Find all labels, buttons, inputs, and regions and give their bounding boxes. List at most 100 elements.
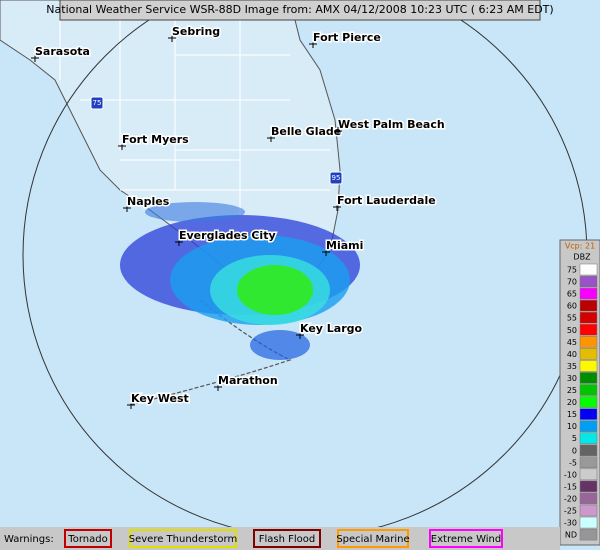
legend-swatch: [579, 432, 598, 444]
header-title: National Weather Service WSR-88D Image f…: [46, 3, 553, 16]
city-label: Fort Myers: [122, 133, 189, 146]
city-marker: [123, 204, 131, 212]
warning-box: [337, 529, 409, 548]
legend-swatch: [579, 516, 598, 529]
city-label: Fort Lauderdale: [337, 194, 436, 207]
warning-label: Severe Thunderstorm: [129, 534, 237, 545]
legend-label: ND: [565, 531, 577, 540]
legend-label: 40: [567, 350, 577, 359]
legend-label: -20: [564, 494, 577, 503]
legend-swatch: [579, 348, 598, 360]
legend-label: 20: [567, 398, 577, 407]
legend-swatch: [579, 324, 598, 336]
legend-label: 55: [567, 314, 577, 323]
legend-label: 10: [567, 422, 577, 431]
city-label: Naples: [127, 195, 170, 208]
legend-swatch: [579, 336, 598, 348]
city-label: Fort Pierce: [313, 31, 381, 44]
keys: [129, 299, 292, 406]
highway-shield: [90, 96, 104, 110]
legend-swatch: [579, 275, 598, 288]
radar-echoes: [120, 202, 360, 360]
legend-vcp: Vcp: 21: [565, 242, 595, 251]
legend-label: 50: [567, 326, 577, 335]
warning-box: [64, 529, 112, 548]
city-label: Key West: [131, 392, 189, 405]
legend-swatch: [579, 528, 598, 541]
legend-label: 70: [567, 278, 577, 287]
city-label: Sarasota: [35, 45, 90, 58]
warnings: Tornado Severe Thunderstorm Flash Flood Spe…: [64, 529, 503, 548]
legend-swatch: [579, 444, 598, 456]
city-marker: [118, 142, 126, 150]
legend-label: 65: [567, 290, 577, 299]
legend-label: 5: [572, 434, 577, 443]
legend-swatch: [579, 311, 598, 324]
city-marker: [322, 248, 330, 256]
legend-label: 0: [572, 446, 577, 455]
warning-label: Special Marine: [336, 534, 409, 545]
legend-swatch: [579, 360, 598, 372]
header-bar: [59, 0, 541, 21]
warning-box: [253, 529, 321, 548]
city-label: West Palm Beach: [338, 118, 445, 131]
legend-label: -15: [564, 482, 577, 491]
warning-label: Tornado: [67, 534, 107, 545]
legend-swatch: [579, 263, 598, 276]
highways: 75 95: [90, 96, 343, 185]
legend-label: 35: [567, 362, 577, 371]
city-marker: [31, 54, 39, 62]
city-marker: [267, 134, 275, 142]
legend-swatch: [579, 420, 598, 432]
highway-shield: [329, 171, 343, 185]
legend-swatch: [579, 468, 598, 481]
legend-label: 25: [567, 386, 577, 395]
cities: Sarasota Sebring Fort Pierce Belle GladeWes…: [31, 24, 446, 409]
legend-label: 45: [567, 338, 577, 347]
legend-label: 15: [567, 410, 577, 419]
city-label: Belle Glade: [271, 125, 341, 138]
city-marker: [168, 34, 176, 42]
legend-label: -5: [569, 458, 577, 467]
city-label: Sebring: [172, 25, 220, 38]
warnings-label: Warnings:: [4, 534, 54, 545]
city-marker: [309, 40, 317, 48]
city-marker: [127, 401, 135, 409]
city-label: Marathon: [218, 374, 278, 387]
legend-swatch: [579, 287, 598, 300]
legend: 757065605550454035302520151050-5-10-15-2…: [564, 263, 598, 541]
warning-label: Extreme Wind: [431, 534, 501, 545]
city-marker: [296, 331, 304, 339]
legend-label: -10: [564, 470, 577, 479]
legend-swatch: [579, 480, 598, 493]
city-label: Key Largo: [300, 322, 363, 335]
legend-label: 60: [567, 302, 577, 311]
legend-label: 30: [567, 374, 577, 383]
city-marker: [175, 238, 183, 246]
legend-swatch: [579, 408, 598, 420]
legend-unit: DBZ: [573, 253, 591, 262]
legend-swatch: [579, 492, 598, 505]
county-lines: [59, 0, 330, 215]
highway-label: 95: [332, 174, 341, 182]
warning-box: [129, 529, 237, 548]
legend-swatch: [579, 456, 598, 469]
city-marker: [214, 383, 222, 391]
city-label: Everglades City: [179, 229, 276, 242]
legend-label: -30: [564, 519, 577, 528]
legend-swatch: [579, 299, 598, 312]
legend-label: -25: [564, 507, 577, 516]
warning-label: Flash Flood: [259, 534, 316, 545]
legend-swatch: [579, 504, 598, 517]
highway-label: 75: [93, 99, 102, 107]
city-label: Miami: [326, 239, 363, 252]
legend-swatch: [579, 396, 598, 408]
legend-swatch: [579, 372, 598, 384]
city-marker: [334, 127, 342, 135]
warning-box: [429, 529, 503, 548]
legend-swatch: [579, 384, 598, 396]
legend-label: 75: [567, 266, 577, 275]
city-marker: [333, 203, 341, 211]
